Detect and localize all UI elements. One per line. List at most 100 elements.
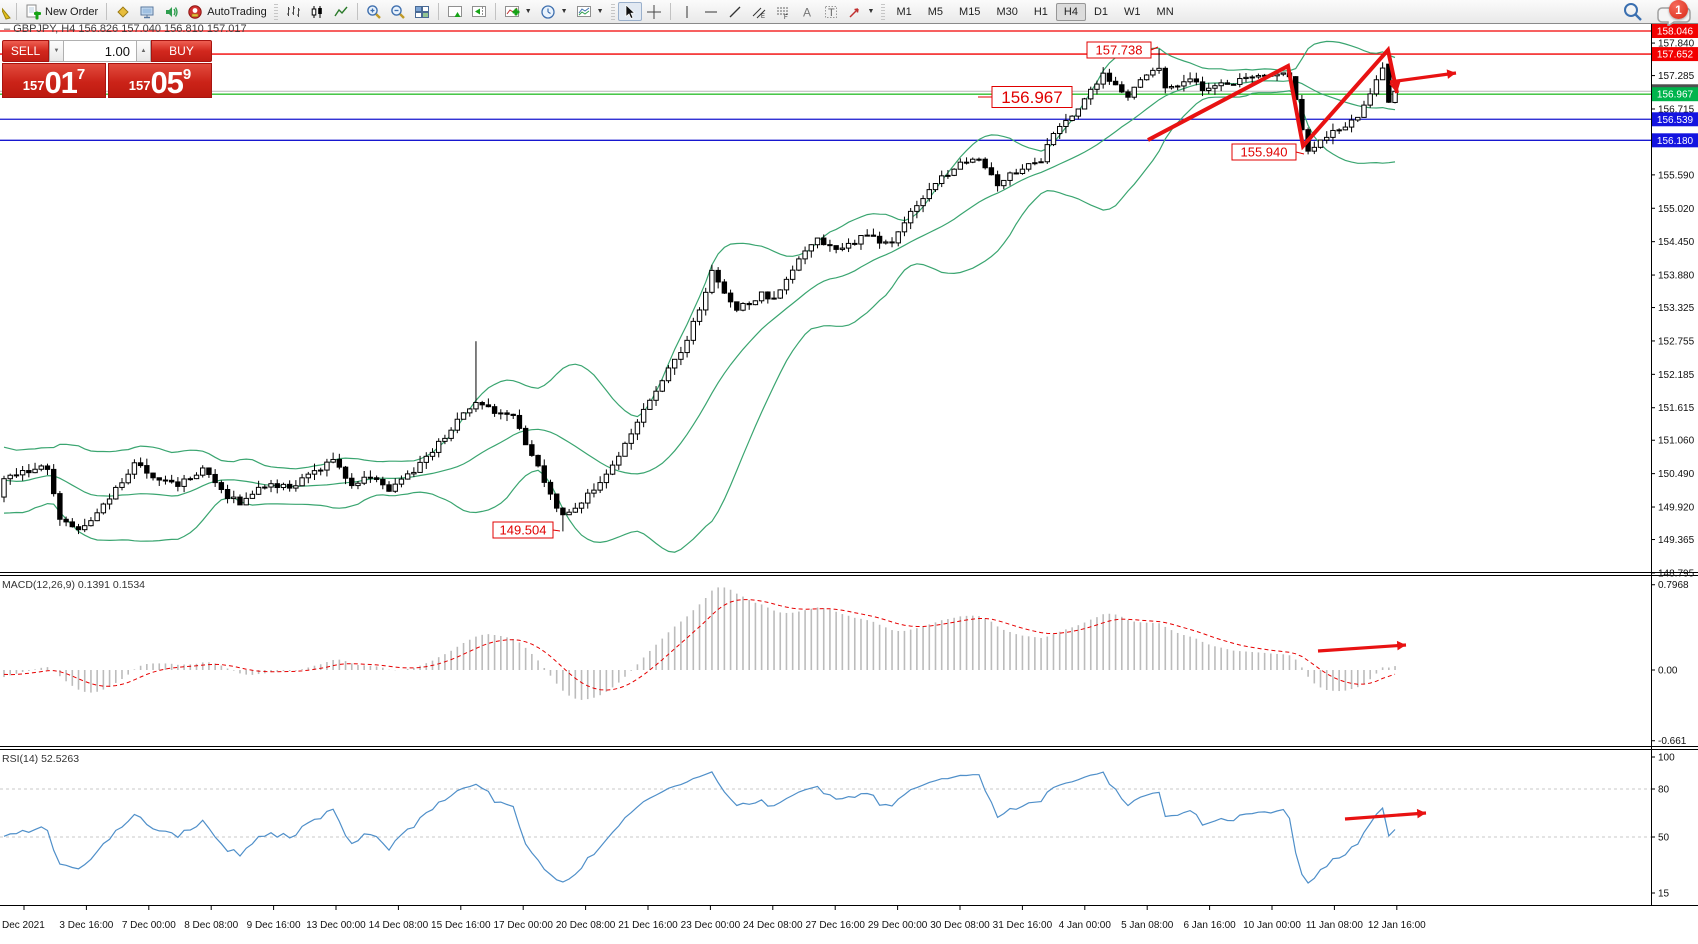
trend-zigzag-arrow — [1147, 45, 1399, 151]
chart-shift-button[interactable] — [467, 2, 491, 21]
main-pane[interactable] — [0, 30, 1651, 553]
svg-text:14 Dec 08:00: 14 Dec 08:00 — [369, 920, 429, 931]
terminal-button[interactable] — [135, 2, 159, 21]
fibonacci-tool-button[interactable]: F — [771, 2, 795, 21]
new-order-button[interactable]: New Order — [21, 2, 102, 21]
bar-chart-button[interactable] — [281, 2, 305, 21]
svg-text:24 Dec 08:00: 24 Dec 08:00 — [743, 920, 803, 931]
horizontal-line-tool-button[interactable] — [699, 2, 723, 21]
svg-text:T: T — [828, 7, 835, 19]
notification-badge[interactable]: 1 — [1669, 0, 1688, 19]
text-icon: A — [803, 5, 811, 19]
cursor-tool-button[interactable] — [617, 2, 642, 21]
vertical-line-tool-button[interactable] — [675, 2, 699, 21]
text-label-tool-button[interactable]: T — [819, 2, 843, 21]
dropdown-arrow-icon: ▼ — [867, 8, 875, 15]
svg-text:148.795: 148.795 — [1658, 568, 1695, 579]
one-click-trading-panel: SELL ▼ ▲ BUY 157 01 7 157 05 9 — [2, 40, 212, 98]
search-button[interactable] — [1622, 1, 1644, 28]
zoom-out-icon — [390, 4, 405, 19]
chart-shift-icon — [471, 5, 486, 17]
arrows-tool-button[interactable]: ▼ — [843, 2, 879, 21]
toolbar-drag-handle[interactable] — [881, 3, 886, 20]
buy-button[interactable]: BUY — [151, 40, 212, 62]
toolbar-separator — [437, 3, 439, 20]
svg-text:E: E — [761, 14, 765, 20]
svg-text:154.450: 154.450 — [1658, 237, 1695, 248]
autotrading-label: AutoTrading — [207, 5, 267, 18]
periods-button[interactable]: ▼ — [536, 2, 572, 21]
svg-text:157.738: 157.738 — [1096, 43, 1143, 58]
auto-scroll-button[interactable] — [443, 2, 467, 21]
crosshair-tool-button[interactable] — [642, 2, 666, 21]
svg-text:156.180: 156.180 — [1657, 136, 1694, 147]
timeframe-m30[interactable]: M30 — [996, 5, 1018, 18]
svg-text:8 Dec 08:00: 8 Dec 08:00 — [184, 920, 238, 931]
tile-windows-button[interactable] — [410, 2, 434, 21]
zoom-out-button[interactable] — [386, 2, 410, 21]
svg-text:A: A — [803, 5, 811, 19]
autotrading-button[interactable]: AutoTrading — [183, 2, 271, 21]
svg-text:156.539: 156.539 — [1657, 115, 1694, 126]
toolbar-drag-handle[interactable] — [610, 3, 615, 20]
timeframe-m5[interactable]: M5 — [927, 5, 944, 18]
timeframe-w1[interactable]: W1 — [1124, 5, 1141, 18]
svg-text:23 Dec 00:00: 23 Dec 00:00 — [681, 920, 741, 931]
svg-text:80: 80 — [1658, 785, 1670, 796]
cursor-icon — [625, 3, 635, 19]
equidistant-channel-icon: E — [752, 7, 765, 20]
timeframe-h4[interactable]: H4 — [1055, 2, 1086, 21]
svg-text:153.325: 153.325 — [1658, 303, 1695, 314]
new-order-icon — [26, 4, 41, 19]
svg-text:155.940: 155.940 — [1241, 145, 1288, 160]
timeframe-d1[interactable]: D1 — [1093, 5, 1109, 18]
templates-button[interactable]: ▼ — [572, 2, 608, 21]
channel-tool-button[interactable]: E — [747, 2, 771, 21]
dropdown-arrow-icon: ▼ — [560, 8, 568, 15]
sell-button[interactable]: SELL — [2, 40, 49, 62]
sell-price-pip: 7 — [76, 66, 86, 83]
svg-text:11 Jan 08:00: 11 Jan 08:00 — [1306, 920, 1364, 931]
svg-text:0.00: 0.00 — [1658, 666, 1678, 677]
toolbar-drag-handle[interactable] — [273, 3, 278, 20]
notifications-button[interactable]: 1 — [1656, 0, 1696, 28]
svg-text:6 Jan 16:00: 6 Jan 16:00 — [1183, 920, 1236, 931]
svg-text:12 Jan 16:00: 12 Jan 16:00 — [1368, 920, 1426, 931]
buy-price-panel[interactable]: 157 05 9 — [108, 63, 212, 98]
timeframe-mn[interactable]: MN — [1156, 5, 1174, 18]
volume-decrease-button[interactable]: ▼ — [49, 40, 64, 62]
zoom-in-button[interactable] — [362, 2, 386, 21]
market-depth-button[interactable] — [111, 2, 135, 21]
timeframe-group: M1 M5 M15 M30 H1 H4 D1 W1 MN — [888, 2, 1181, 21]
price-callout[interactable] — [991, 86, 1073, 108]
line-chart-button[interactable] — [329, 2, 353, 21]
indicators-button[interactable]: ▼ — [500, 2, 536, 21]
alerts-button[interactable] — [159, 2, 183, 21]
trendline-tool-button[interactable] — [723, 2, 747, 21]
svg-text:9 Dec 16:00: 9 Dec 16:00 — [247, 920, 301, 931]
svg-text:0.7968: 0.7968 — [1658, 580, 1689, 591]
svg-text:155.020: 155.020 — [1658, 204, 1695, 215]
fibonacci-icon: F — [776, 7, 788, 20]
timeframe-m15[interactable]: M15 — [959, 5, 981, 18]
volume-input[interactable] — [64, 40, 136, 62]
candlestick-chart-button[interactable] — [305, 2, 329, 21]
toolbar: New Order AutoTrading — [0, 0, 1698, 23]
sell-price-panel[interactable]: 157 01 7 — [2, 63, 106, 98]
timeframe-h1[interactable]: H1 — [1033, 5, 1048, 18]
svg-text:157.840: 157.840 — [1658, 39, 1695, 50]
buy-price-pip: 9 — [182, 66, 192, 83]
macd-pane — [3, 587, 1396, 700]
price-callout[interactable] — [492, 521, 554, 539]
toolbar-separator — [669, 3, 671, 20]
price-callout[interactable] — [1086, 41, 1152, 59]
rsi-pane — [0, 771, 1651, 884]
volume-increase-button[interactable]: ▲ — [136, 40, 151, 62]
text-tool-button[interactable]: A — [795, 2, 819, 21]
svg-text:151.615: 151.615 — [1658, 403, 1695, 414]
timeframe-m1[interactable]: M1 — [896, 5, 912, 18]
price-callout[interactable] — [1231, 143, 1297, 161]
candlestick-chart-icon — [311, 5, 322, 18]
indicators-icon — [504, 5, 520, 17]
